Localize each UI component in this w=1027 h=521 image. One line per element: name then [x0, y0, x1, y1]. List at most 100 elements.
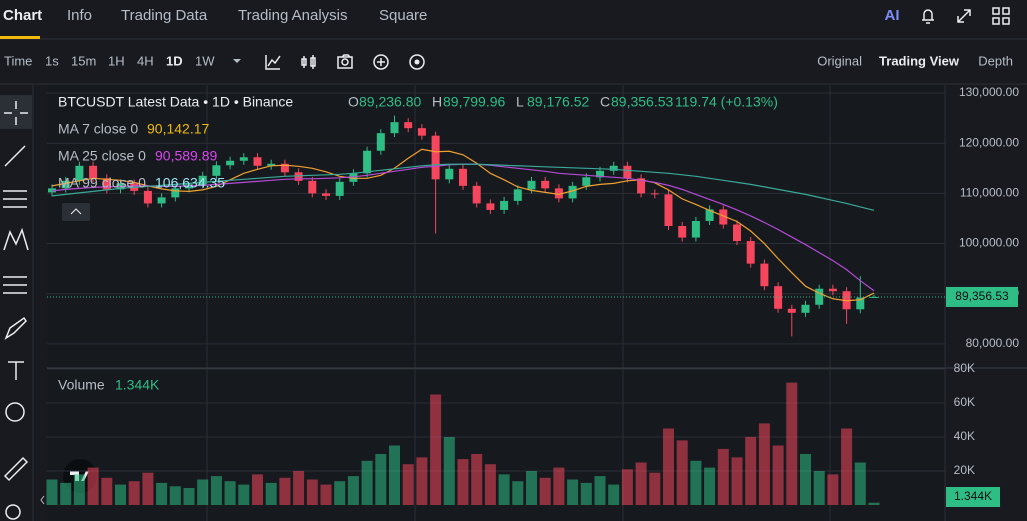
candle-body: [226, 160, 235, 166]
view-option[interactable]: Depth: [978, 53, 1013, 68]
interval[interactable]: 1W: [195, 53, 215, 68]
parallel-tool[interactable]: [3, 190, 27, 208]
candle-body: [856, 297, 865, 310]
volume-bar: [306, 479, 318, 505]
candle-body: [787, 308, 796, 313]
volume-bar: [553, 467, 565, 505]
candle-body: [513, 189, 522, 201]
settings-icon[interactable]: [409, 54, 425, 70]
emoji-tool[interactable]: [5, 402, 25, 422]
volume-bar: [745, 437, 757, 505]
expand-icon[interactable]: [957, 9, 971, 23]
candle-body: [157, 197, 166, 204]
brush-tool[interactable]: [4, 316, 27, 340]
ohlc-key: L: [516, 94, 524, 110]
y-tick-label: 120,000.00: [959, 135, 1019, 149]
ohlc-value: 89,176.52: [527, 94, 589, 110]
candle-body: [815, 288, 824, 305]
candle-body: [486, 203, 495, 210]
crosshair-tool[interactable]: [4, 101, 28, 125]
candle-body: [267, 163, 276, 166]
volume-bar: [389, 445, 400, 505]
volume-bar: [416, 457, 428, 505]
candle-body: [239, 157, 248, 161]
ohlc-key: C: [600, 94, 610, 110]
nav-tab[interactable]: Trading Analysis: [238, 7, 348, 24]
volume-bar: [594, 476, 606, 505]
settings-icon-dot: [414, 59, 420, 65]
line-tool[interactable]: [4, 145, 26, 167]
ma-line: [51, 148, 875, 302]
interval[interactable]: 15m: [71, 53, 96, 68]
nav-tab[interactable]: Trading Data: [121, 7, 208, 24]
candle-body: [322, 193, 330, 196]
ma-legend-value: 106,634.35: [155, 175, 225, 191]
volume-bar: [252, 474, 263, 505]
view-option[interactable]: Trading View: [879, 53, 960, 68]
text-tool[interactable]: [8, 361, 24, 380]
last-price-label: 89,356.53: [955, 289, 1009, 303]
active-tab-underline: [0, 36, 40, 39]
candle-body: [431, 135, 440, 180]
volume-bar: [608, 484, 620, 505]
collapse-sidebar[interactable]: [40, 495, 45, 505]
candle-type-icon[interactable]: [301, 55, 316, 69]
interval[interactable]: 4H: [137, 53, 154, 68]
ruler-tool[interactable]: [3, 456, 29, 482]
volume-bar: [60, 482, 72, 505]
volume-bar: [704, 467, 716, 505]
candle-body: [89, 165, 98, 179]
candle-body: [459, 168, 467, 186]
volume-tick-label: 60K: [954, 395, 975, 409]
volume-bar: [115, 484, 126, 505]
volume-bar: [539, 477, 551, 505]
fib-tool[interactable]: [3, 276, 27, 294]
candle-body: [171, 188, 180, 198]
bell-icon[interactable]: [922, 9, 934, 24]
volume-badge: [946, 487, 1000, 507]
candle-body: [212, 165, 221, 176]
candle-body: [472, 185, 481, 204]
screenshot-icon[interactable]: [337, 54, 353, 69]
nav-tab[interactable]: Chart: [3, 7, 42, 24]
volume-bar: [87, 467, 99, 505]
interval[interactable]: 1s: [45, 53, 59, 68]
pattern-tool[interactable]: [3, 227, 29, 251]
nav-tab[interactable]: Square: [379, 7, 427, 24]
candle-body: [198, 175, 207, 185]
volume-bar: [471, 454, 483, 505]
volume-bar: [238, 484, 250, 505]
volume-tick-label: 80K: [954, 361, 975, 375]
collapse-legend[interactable]: [62, 203, 90, 221]
candle-body: [404, 122, 413, 129]
volume-bar: [430, 394, 442, 505]
indicator-icon[interactable]: [265, 55, 281, 70]
interval[interactable]: 1H: [108, 53, 125, 68]
layout-icon[interactable]: [992, 7, 1010, 25]
ma-legend-value: 90,142.17: [147, 121, 209, 137]
add-icon-plus: [377, 58, 385, 66]
volume-bar: [841, 428, 853, 505]
ma-legend-name: MA 25 close 0: [58, 148, 146, 164]
volume-bar: [457, 459, 469, 505]
candle-body: [102, 178, 111, 190]
candle-body: [335, 181, 344, 196]
candle-body: [568, 185, 577, 199]
volume-bar: [854, 462, 866, 505]
view-option[interactable]: Original: [817, 53, 862, 68]
add-icon[interactable]: [373, 54, 389, 70]
magnet-tool[interactable]: [5, 504, 21, 520]
candle-body: [637, 178, 646, 194]
nav-tab[interactable]: Info: [67, 7, 92, 24]
interval[interactable]: 1D: [166, 53, 183, 68]
candle-body: [280, 163, 289, 173]
candle-body: [705, 209, 714, 221]
candle-body: [390, 122, 399, 134]
volume-bar: [580, 482, 592, 505]
candle-body: [691, 220, 700, 238]
volume-bar: [156, 482, 168, 505]
candle-body: [664, 194, 673, 226]
more-intervals[interactable]: [233, 59, 241, 63]
ai-icon[interactable]: AI: [885, 7, 900, 24]
